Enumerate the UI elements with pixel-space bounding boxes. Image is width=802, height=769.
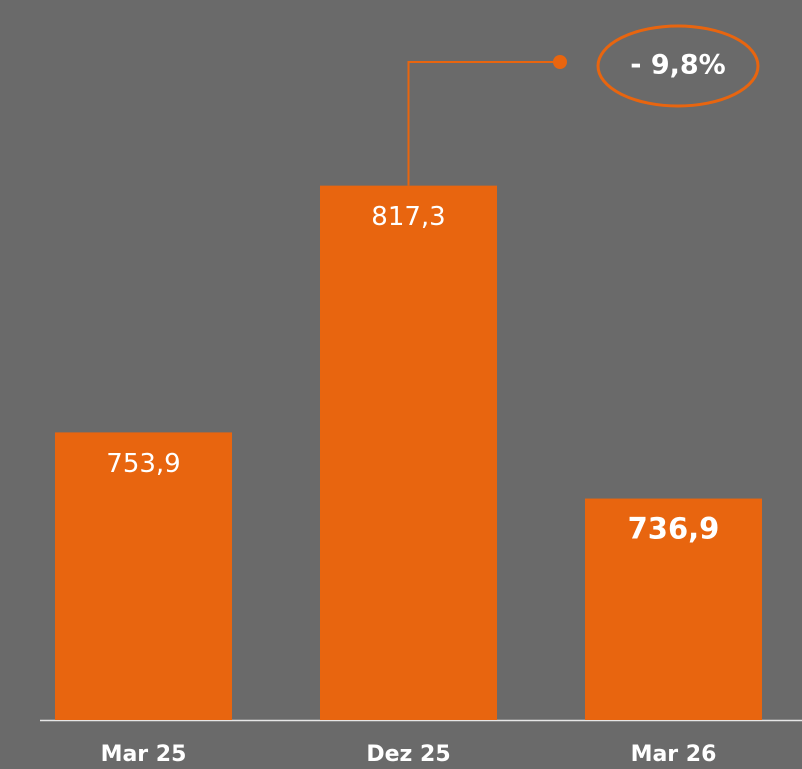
x-tick-label: Mar 26: [631, 742, 717, 767]
value-label: 753,9: [106, 449, 180, 479]
chart: Mar 25 753,9 Dez 25 817,3 Mar 26 736,9 - 9,8%: [0, 0, 802, 769]
value-label: 817,3: [371, 202, 445, 232]
annotation: - 9,8%: [630, 50, 726, 81]
bar: [320, 186, 497, 720]
page: Mar 25753,9Dez 25817,3Mar 26736,9- 9,8% …: [0, 0, 802, 769]
x-tick-label: Mar 25: [101, 742, 187, 767]
x-tick-label: Dez 25: [366, 742, 450, 767]
value-label: 736,9: [628, 512, 720, 546]
connector-dot: [553, 55, 567, 69]
